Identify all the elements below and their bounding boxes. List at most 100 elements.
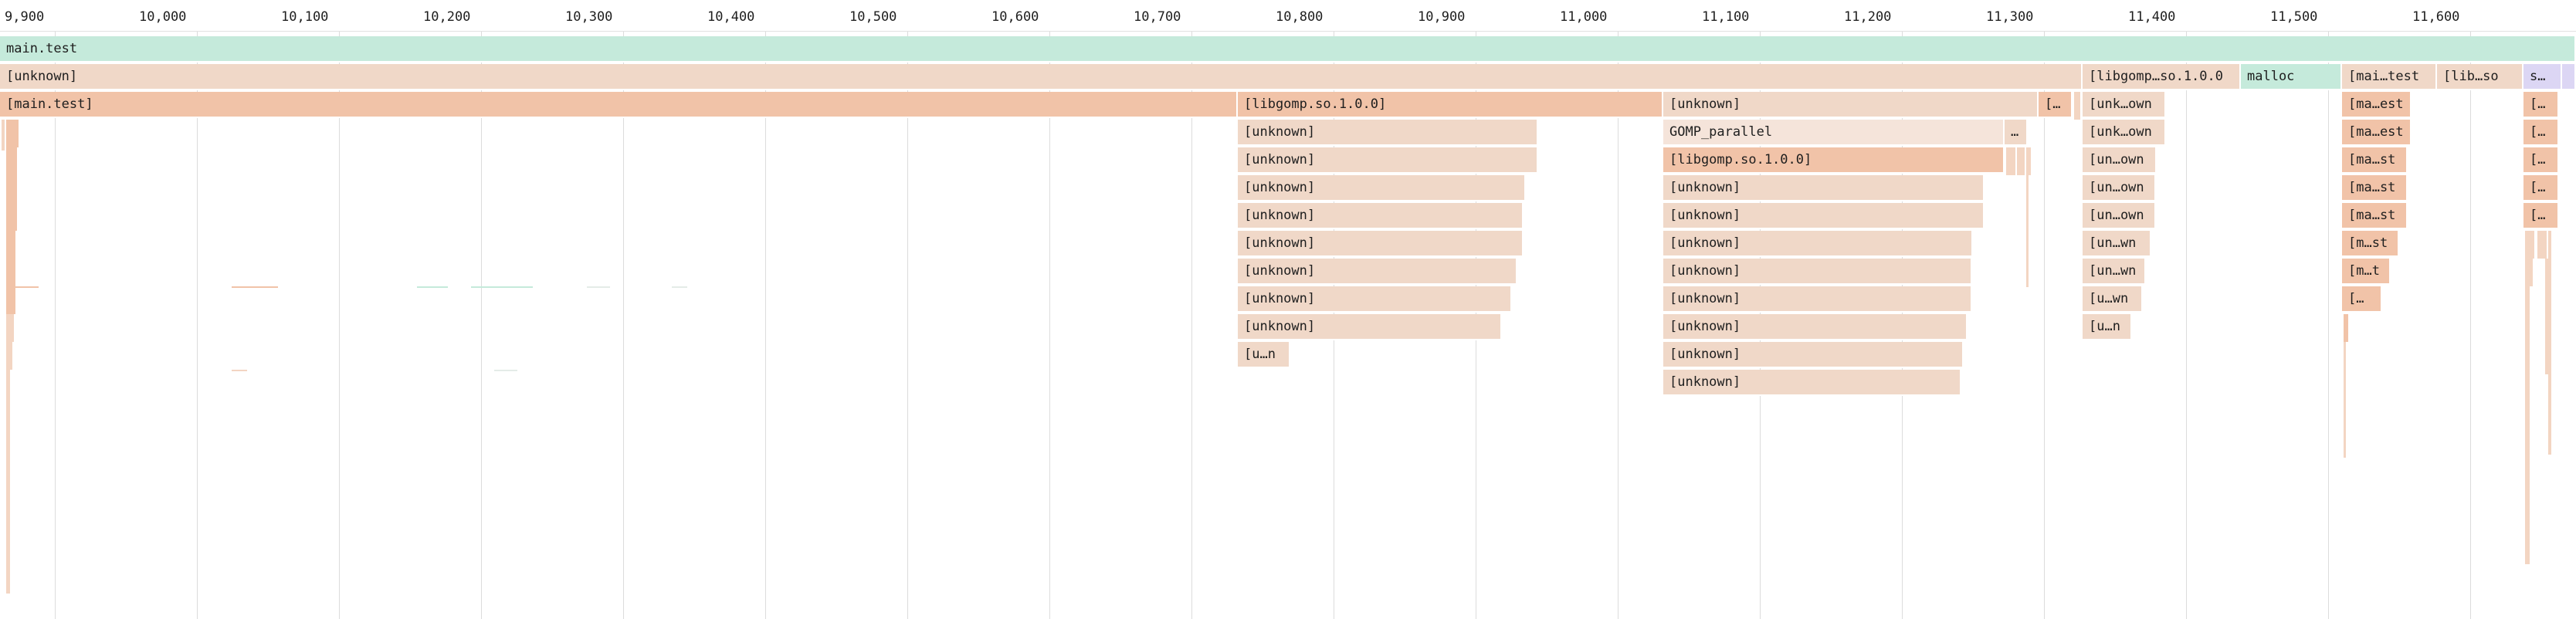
flame-frame-unknown[interactable]: [unknown] (1663, 259, 1972, 285)
flame-frame-sliver[interactable] (2545, 259, 2548, 374)
flame-frame-unknown[interactable]: [unknown] (1663, 231, 1973, 257)
flame-frame-bracket[interactable]: [… (2523, 203, 2559, 229)
flame-frame-sliver[interactable] (2525, 231, 2534, 259)
flame-frame-unknown[interactable]: [unknown] (1663, 370, 1961, 396)
flame-frame-un-own[interactable]: [un…own (2083, 175, 2156, 201)
flame-frame-unknown[interactable]: [unknown] (1663, 203, 1985, 229)
flame-frame-ma-st[interactable]: [ma…st (2342, 175, 2408, 201)
flame-frame-sliver[interactable] (6, 342, 12, 370)
flame-frame-bracket[interactable]: [… (2342, 286, 2382, 313)
flame-frame-un-wn[interactable]: [un…wn (2083, 259, 2146, 285)
gridline (481, 0, 482, 619)
gridline (1049, 0, 1050, 619)
flame-frame-bracket[interactable]: [… (2039, 92, 2073, 118)
flame-frame-fleck (232, 286, 278, 288)
flame-frame-tiny[interactable] (2562, 64, 2576, 90)
flame-frame-unknown[interactable]: [unknown] (1663, 342, 1964, 368)
tick-label: 10,200 (423, 9, 471, 25)
flame-frame-s[interactable]: s… (2523, 64, 2562, 90)
flame-frame-bracket[interactable]: [… (2523, 147, 2559, 174)
flame-frame-unknown[interactable]: [unknown] (1238, 286, 1512, 313)
gridline (2328, 0, 2329, 619)
gridline (55, 0, 56, 619)
flame-frame-libgomp[interactable]: [libgomp…so.1.0.0 (2083, 64, 2241, 90)
flame-frame-sliver[interactable] (2006, 147, 2015, 175)
gridline (2044, 0, 2045, 619)
flame-frame-unknown[interactable]: [unknown] (1238, 314, 1502, 340)
flame-frame-gomp-parallel[interactable]: GOMP_parallel (1663, 120, 2005, 146)
flame-frame-sliver[interactable] (6, 314, 14, 342)
flame-frame-un-own[interactable]: [un…own (2083, 147, 2157, 174)
tick-label: 10,500 (849, 9, 897, 25)
flame-frame-unknown[interactable]: [unknown] (0, 64, 2083, 90)
tick-label: 11,000 (1560, 9, 1608, 25)
flame-frame-unk-own[interactable]: [unk…own (2083, 120, 2166, 146)
flame-frame-u-n[interactable]: [u…n (2083, 314, 2132, 340)
flame-frame-sliver[interactable] (2026, 147, 2031, 175)
flame-frame-lib-so[interactable]: [lib…so (2437, 64, 2523, 90)
tick-label: 11,300 (1986, 9, 2034, 25)
flame-frame-bracket[interactable]: [… (2523, 175, 2559, 201)
flame-frame-unknown[interactable]: [unknown] (1238, 259, 1517, 285)
flame-frame-main-test-bracket[interactable]: [main.test] (0, 92, 1238, 118)
flame-frame-unknown[interactable]: [unknown] (1238, 175, 1526, 201)
tick-label: 10,400 (707, 9, 755, 25)
flame-frame-sliver[interactable] (6, 370, 10, 594)
flame-frame-sliver[interactable] (2, 120, 5, 151)
flame-frame-sliver[interactable] (2525, 259, 2533, 286)
gridline (1191, 0, 1192, 619)
flame-frame-unknown[interactable]: [unknown] (1663, 314, 1968, 340)
flame-frame-sliver[interactable] (2548, 231, 2551, 455)
flame-frame-unknown[interactable]: [unknown] (1238, 147, 1538, 174)
tick-label: 10,600 (991, 9, 1039, 25)
flame-frame-sliver[interactable] (6, 259, 15, 286)
flame-frame-sliver[interactable] (6, 175, 17, 203)
flame-frame-m-t[interactable]: [m…t (2342, 259, 2391, 285)
tick-label: 11,100 (1702, 9, 1750, 25)
flame-frame-libgomp-so[interactable]: [libgomp.so.1.0.0] (1238, 92, 1663, 118)
flame-frame-main-test[interactable]: main.test (0, 36, 2576, 63)
flame-frame-bracket[interactable]: [… (2523, 92, 2559, 118)
flame-frame-sliver[interactable] (2344, 342, 2346, 458)
flame-frame-unknown[interactable]: [unknown] (1238, 203, 1524, 229)
flame-frame-sliver[interactable] (6, 147, 17, 175)
flame-frame-sliver[interactable] (2537, 231, 2547, 259)
flame-frame-sliver[interactable] (2017, 147, 2025, 175)
flame-frame-sliver[interactable] (2074, 92, 2080, 120)
flame-frame-unk-own[interactable]: [unk…own (2083, 92, 2166, 118)
flame-frame-sliver[interactable] (2026, 175, 2029, 287)
flame-frame-sliver[interactable] (6, 286, 15, 314)
flame-frame-sliver[interactable] (6, 231, 15, 259)
gridline (623, 0, 624, 619)
flame-frame-malloc[interactable]: malloc (2241, 64, 2342, 90)
flame-frame-sliver[interactable] (2344, 314, 2348, 342)
flame-frame-un-wn[interactable]: [un…wn (2083, 231, 2151, 257)
flame-frame-sliver[interactable] (2525, 286, 2530, 564)
flame-frame-unknown[interactable]: [unknown] (1663, 286, 1972, 313)
flame-frame-sliver[interactable] (6, 120, 19, 147)
flame-frame-sliver[interactable] (6, 203, 17, 231)
flame-frame-main-test-short[interactable]: [mai…test (2342, 64, 2437, 90)
flame-frame-unknown[interactable]: [unknown] (1663, 92, 2039, 118)
flame-frame-m-st[interactable]: [m…st (2342, 231, 2399, 257)
flame-frame-u-wn[interactable]: [u…wn (2083, 286, 2143, 313)
flame-frame-libgomp-so[interactable]: [libgomp.so.1.0.0] (1663, 147, 2005, 174)
flame-frame-unknown[interactable]: [unknown] (1238, 120, 1538, 146)
flame-frame-unknown[interactable]: [unknown] (1663, 175, 1985, 201)
flame-frame-ellipsis[interactable]: … (2005, 120, 2028, 146)
tick-label: 10,900 (1418, 9, 1466, 25)
timeline-ruler[interactable]: 9,900 10,000 10,100 10,200 10,300 10,400… (0, 0, 2576, 32)
gridline (2470, 0, 2471, 619)
flame-frame-bracket[interactable]: [… (2523, 120, 2559, 146)
flame-frame-ma-st[interactable]: [ma…st (2342, 203, 2408, 229)
tick-label: 11,400 (2128, 9, 2176, 25)
tick-label: 10,000 (139, 9, 187, 25)
flame-frame-ma-est[interactable]: [ma…est (2342, 92, 2412, 118)
flame-frame-ma-est[interactable]: [ma…est (2342, 120, 2412, 146)
flame-frame-fleck (587, 286, 610, 288)
flame-frame-unknown[interactable]: [unknown] (1238, 231, 1524, 257)
flame-frame-ma-st[interactable]: [ma…st (2342, 147, 2408, 174)
flame-frame-fleck (494, 370, 517, 371)
flame-frame-un-own[interactable]: [un…own (2083, 203, 2156, 229)
flame-frame-u-n[interactable]: [u…n (1238, 342, 1290, 368)
